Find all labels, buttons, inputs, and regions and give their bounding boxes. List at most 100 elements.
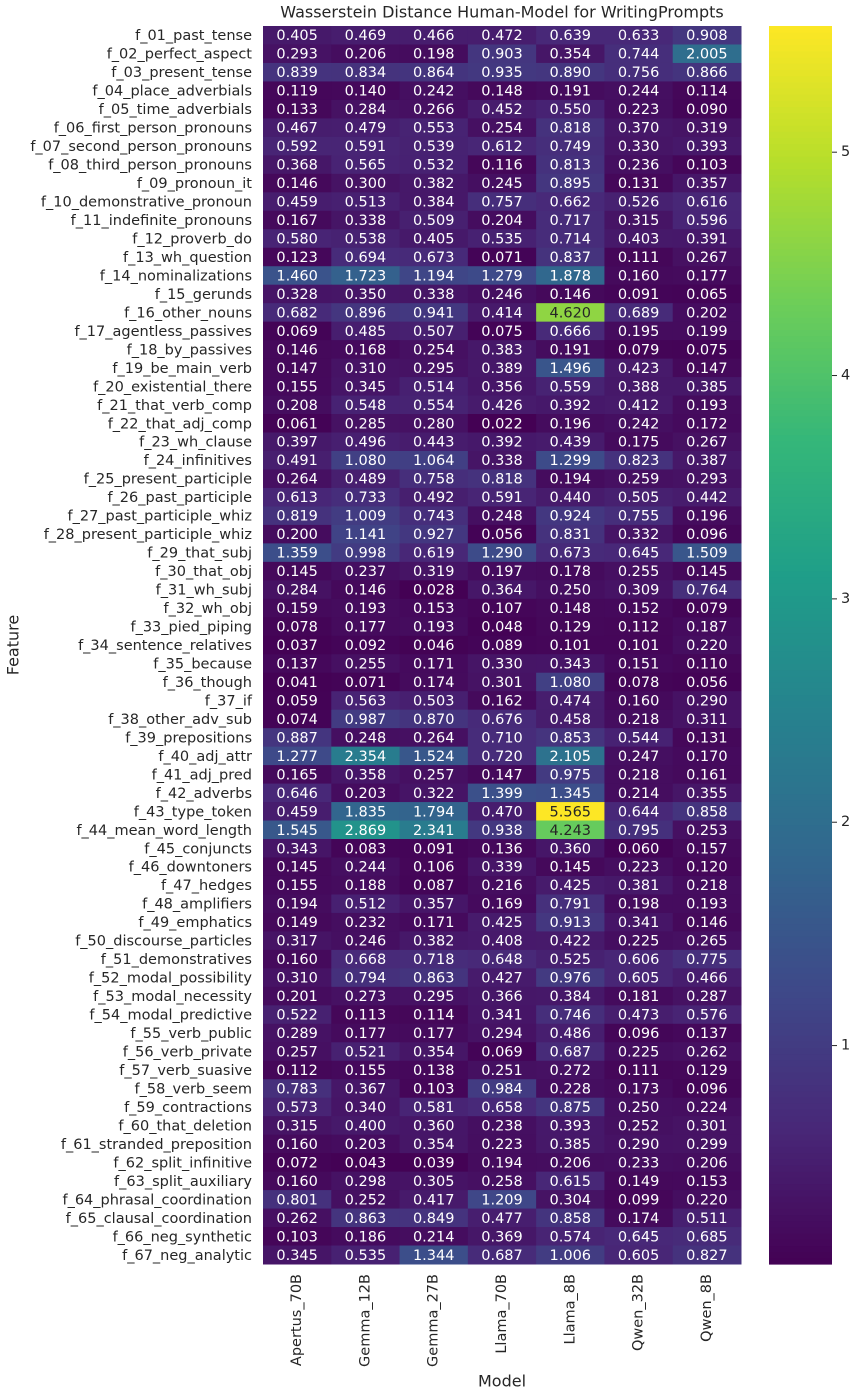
- colorbar-segment: [769, 1257, 832, 1265]
- cell-label: 0.987: [345, 712, 387, 728]
- cell-label: 0.837: [550, 250, 592, 266]
- heatmap-cell: [263, 728, 332, 748]
- cell-label: 0.795: [618, 823, 660, 839]
- heatmap-cell: [399, 1116, 469, 1136]
- cell-label: 0.162: [481, 693, 523, 709]
- heatmap-cell: [263, 1227, 332, 1247]
- heatmap-cell: [331, 118, 401, 138]
- heatmap-cell: [467, 155, 537, 175]
- colorbar-segment: [769, 205, 832, 213]
- colorbar-segment: [769, 793, 832, 801]
- colorbar-segment: [769, 310, 832, 318]
- cell-label: 0.648: [481, 952, 523, 968]
- cell-label: 0.554: [413, 398, 455, 414]
- cell-label: 0.938: [481, 823, 523, 839]
- cell-label: 0.153: [686, 1174, 728, 1190]
- cell-label: 0.791: [550, 897, 592, 913]
- heatmap-cell: [672, 506, 742, 526]
- heatmap-cell: [467, 931, 537, 951]
- cell-label: 0.903: [481, 47, 523, 63]
- colorbar-segment: [769, 935, 832, 943]
- heatmap-cell: [331, 266, 401, 286]
- colorbar-segment: [769, 50, 832, 58]
- cell-label: 4.243: [550, 823, 592, 839]
- heatmap-cell: [604, 1245, 674, 1265]
- cell-label: 0.984: [481, 1081, 523, 1097]
- heatmap-cell: [467, 839, 537, 858]
- heatmap-cell: [467, 912, 537, 932]
- cell-label: 0.319: [413, 564, 455, 580]
- colorbar-segment: [769, 1121, 832, 1129]
- heatmap-cell: [399, 857, 469, 877]
- heatmap-cell: [604, 654, 674, 674]
- heatmap-cell: [672, 839, 742, 858]
- heatmap-cell: [331, 1005, 401, 1025]
- colorbar-segment: [769, 979, 832, 987]
- heatmap-cell: [536, 949, 605, 969]
- colorbar-segment: [769, 515, 832, 522]
- heatmap-cell: [672, 635, 742, 655]
- cell-label: 0.138: [413, 1063, 455, 1079]
- colorbar-segment: [769, 347, 832, 355]
- cell-label: 0.580: [276, 231, 318, 247]
- cell-label: 0.149: [618, 1174, 660, 1190]
- heatmap-cell: [467, 506, 537, 526]
- cell-label: 1.080: [345, 453, 387, 469]
- heatmap-cell: [331, 81, 401, 101]
- y-tick-label: f_10_demonstrative_pronoun: [41, 195, 252, 211]
- y-tick-label: f_56_verb_private: [123, 1045, 252, 1061]
- heatmap-cell: [536, 598, 605, 618]
- heatmap-cell: [331, 377, 401, 397]
- cell-label: 0.474: [550, 693, 592, 709]
- colorbar-segment: [769, 409, 832, 417]
- heatmap-cell: [672, 617, 742, 637]
- heatmap-cell: [331, 173, 401, 193]
- cell-label: 0.177: [413, 1026, 455, 1042]
- cell-label: 0.171: [413, 915, 455, 931]
- cell-label: 0.550: [550, 102, 592, 118]
- heatmap-cell: [399, 321, 469, 341]
- colorbar-segment: [769, 1239, 832, 1247]
- cell-label: 0.389: [481, 361, 523, 377]
- cell-label: 0.863: [345, 1211, 387, 1227]
- y-tick-label: f_34_sentence_relatives: [78, 638, 252, 654]
- cell-label: 0.301: [686, 1118, 728, 1134]
- heatmap-cell: [263, 284, 332, 304]
- cell-label: 0.119: [276, 84, 318, 100]
- cell-label: 0.114: [413, 1008, 455, 1024]
- heatmap-cell: [331, 1116, 401, 1136]
- cell-label: 0.195: [618, 324, 660, 340]
- cell-label: 5.565: [550, 804, 592, 820]
- colorbar-segment: [769, 471, 832, 479]
- cell-label: 0.289: [276, 1026, 318, 1042]
- cell-label: 0.849: [413, 1211, 455, 1227]
- cell-label: 0.563: [345, 693, 387, 709]
- cell-label: 0.112: [618, 620, 660, 636]
- y-tick-label: f_46_downtoners: [129, 860, 252, 876]
- cell-label: 0.290: [618, 1137, 660, 1153]
- cell-label: 1.460: [276, 268, 318, 284]
- colorbar-segment: [769, 638, 832, 646]
- cell-label: 0.194: [276, 897, 318, 913]
- heatmap-cell: [263, 931, 332, 951]
- heatmap-cell: [672, 746, 742, 766]
- cell-label: 0.304: [550, 1192, 592, 1208]
- heatmap-cell: [672, 691, 742, 711]
- heatmap-cell: [467, 1079, 537, 1099]
- heatmap-cell: [604, 1190, 674, 1210]
- cell-label: 0.145: [276, 860, 318, 876]
- cell-label: 0.682: [276, 305, 318, 321]
- cell-label: 0.168: [345, 342, 387, 358]
- y-tick-label: f_04_place_adverbials: [92, 84, 252, 100]
- heatmap-cell: [604, 931, 674, 951]
- heatmap-cell: [467, 1134, 537, 1154]
- cell-label: 0.111: [618, 1063, 660, 1079]
- cell-label: 0.262: [686, 1045, 728, 1061]
- heatmap-cell: [399, 598, 469, 618]
- heatmap-cell: [604, 524, 674, 544]
- heatmap-cell: [467, 210, 537, 230]
- heatmap-cell: [263, 340, 332, 360]
- heatmap-cell: [331, 210, 401, 230]
- cell-label: 0.091: [618, 287, 660, 303]
- heatmap-cell: [331, 543, 401, 563]
